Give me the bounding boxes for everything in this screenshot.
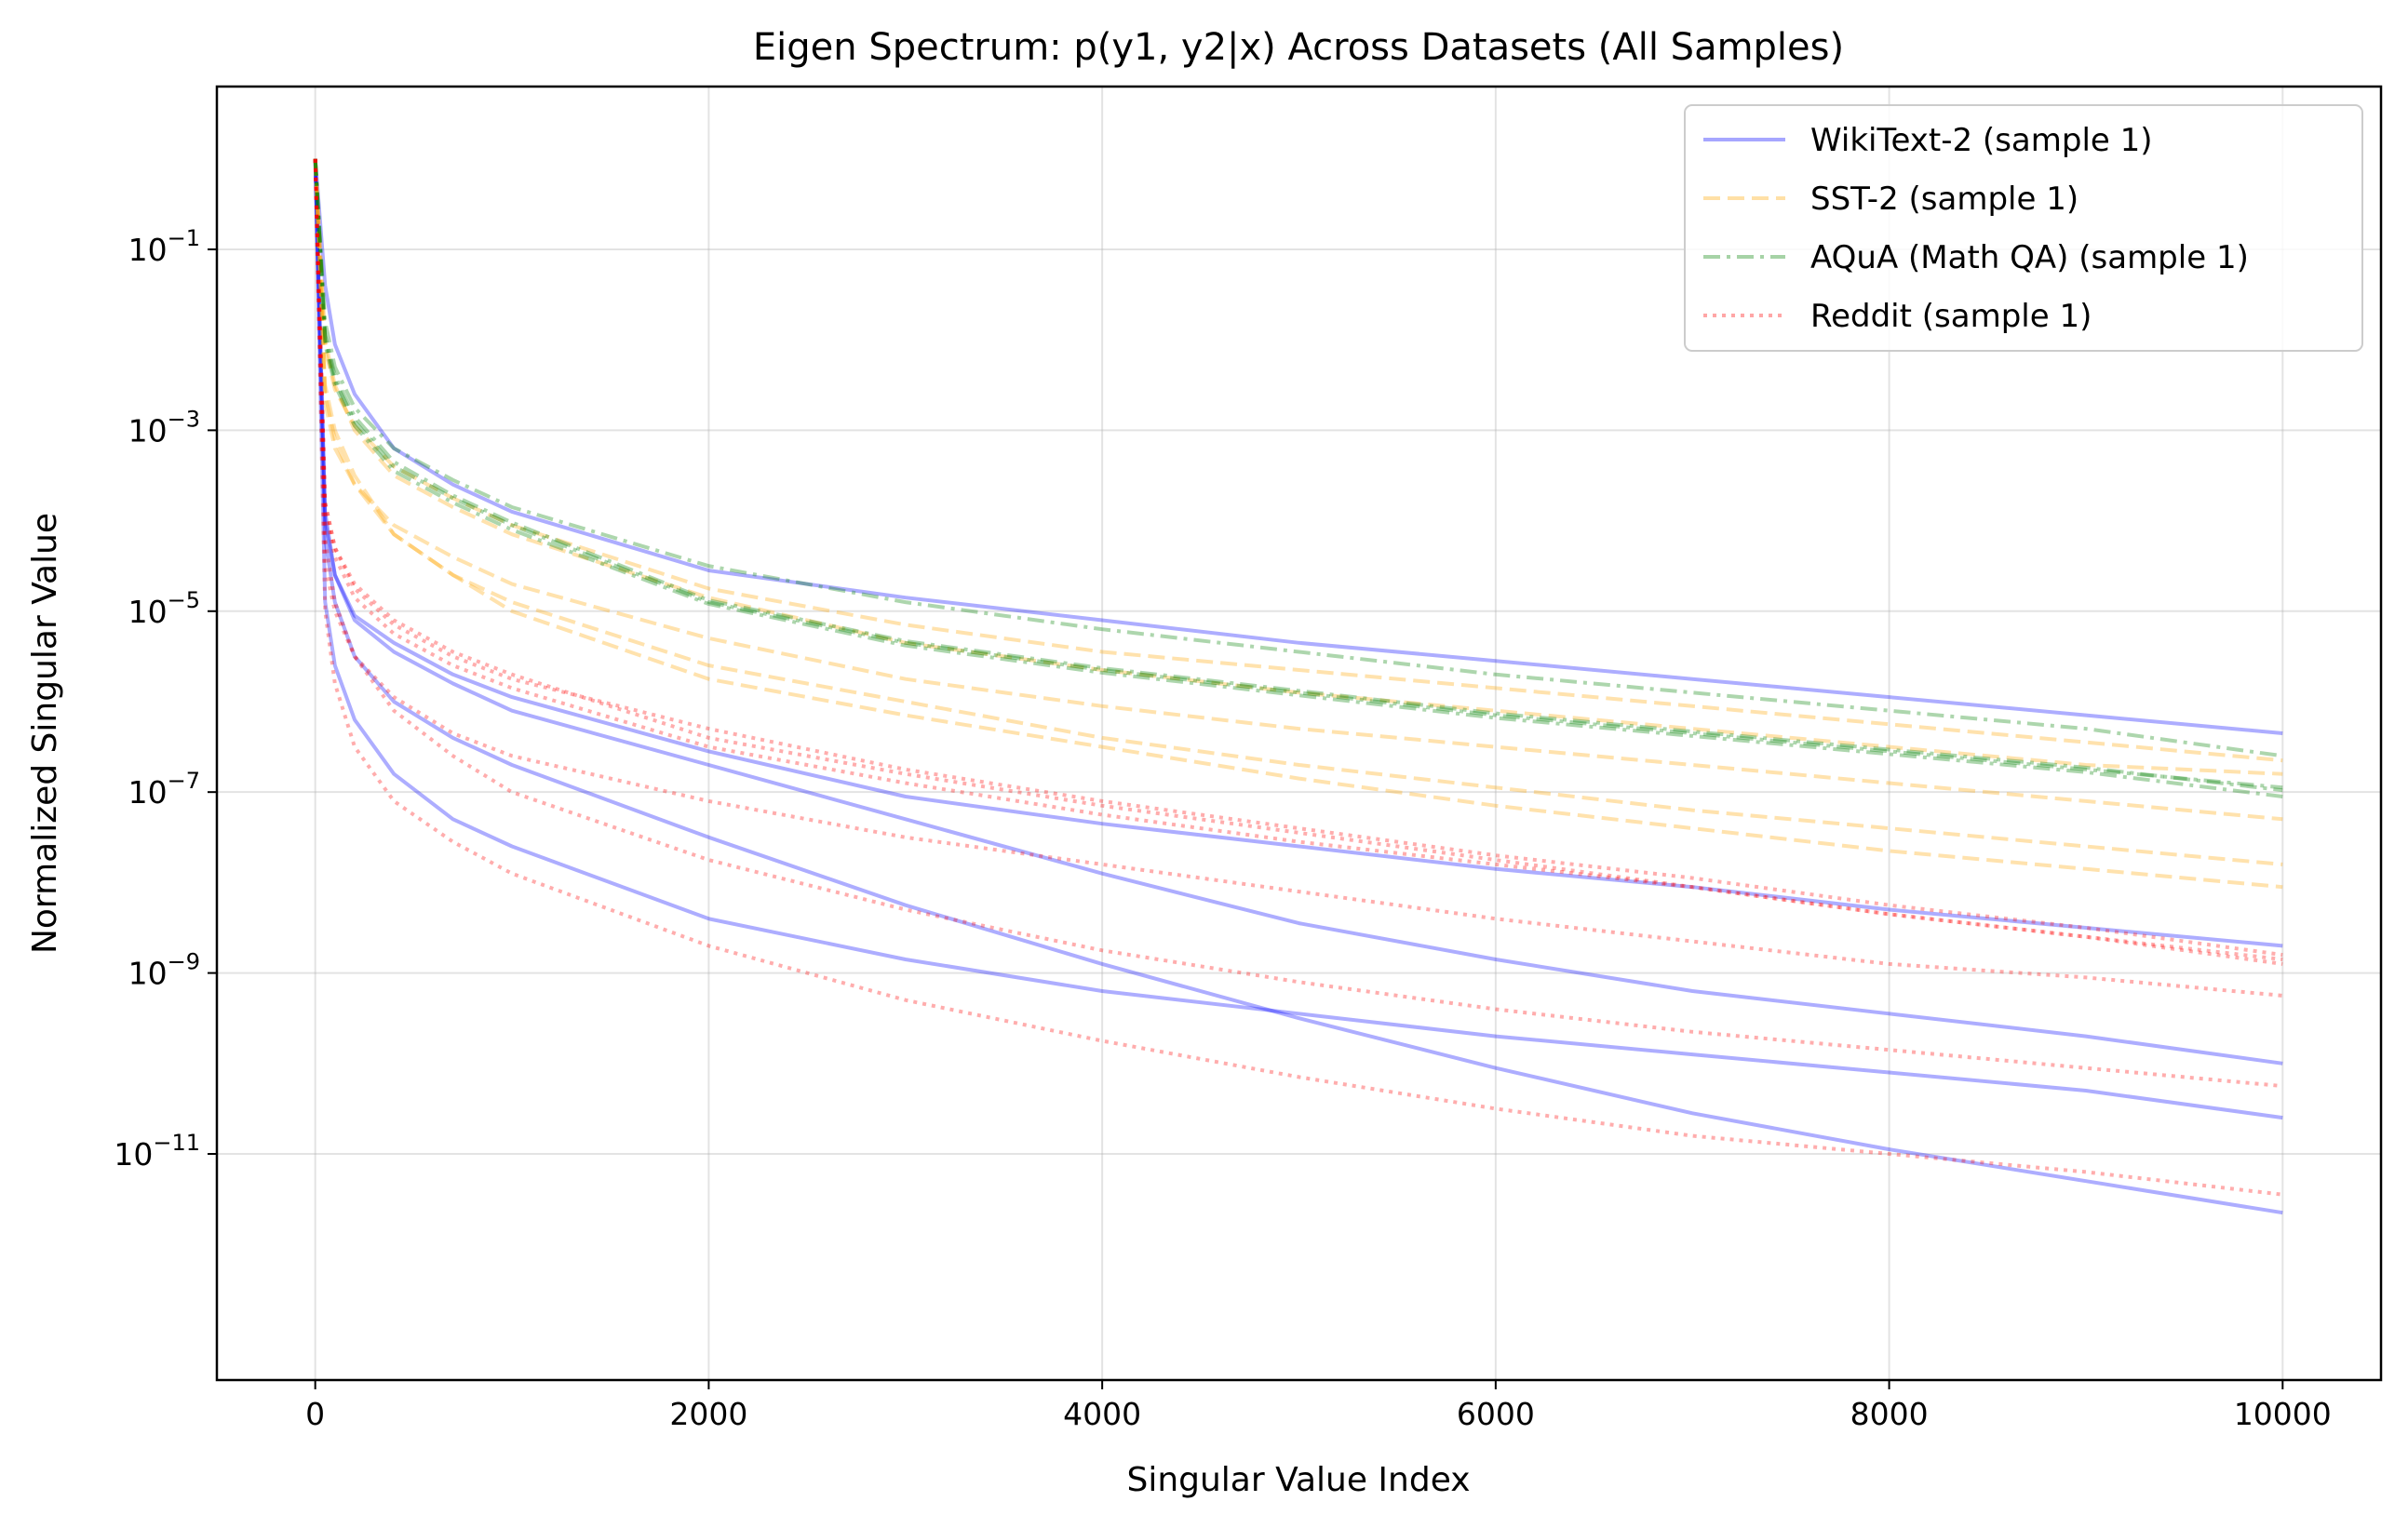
x-tick-label: 6000 — [1457, 1396, 1535, 1432]
plot-frame — [215, 85, 2383, 1382]
series-line-2-4 — [313, 158, 2283, 866]
x-axis-label: Singular Value Index — [1126, 1461, 1470, 1499]
series-line-4-3 — [313, 158, 2283, 998]
y-tick-label: 10−1 — [128, 225, 200, 268]
y-tick-label: 10−7 — [128, 768, 200, 811]
legend-label: AQuA (Math QA) (sample 1) — [1810, 239, 2249, 276]
series-line-1-2 — [313, 158, 2283, 948]
series-line-3-2 — [313, 158, 2283, 790]
y-tick-label: 10−11 — [114, 1130, 200, 1173]
series-line-3-1 — [313, 158, 2283, 758]
y-tick-label: 10−9 — [128, 949, 200, 992]
series-line-2-2 — [313, 158, 2283, 776]
y-axis-ticks: 10−1 10−3 10−5 10−7 10−9 10−11 — [114, 225, 217, 1173]
series-line-2-5 — [313, 158, 2283, 890]
series-lines — [313, 158, 2283, 1215]
series-line-4-2 — [313, 158, 2283, 961]
y-tick-label: 10−5 — [128, 587, 200, 630]
x-tick-label: 10000 — [2234, 1396, 2332, 1432]
series-line-2-1 — [313, 158, 2283, 763]
series-line-1-4 — [313, 158, 2283, 1120]
series-line-2-3 — [313, 158, 2283, 822]
chart-title: Eigen Spectrum: p(y1, y2|x) Across Datas… — [753, 26, 1844, 69]
series-line-1-1 — [313, 158, 2283, 735]
legend: WikiText-2 (sample 1) SST-2 (sample 1) AQu… — [1684, 104, 2363, 352]
series-line-4-4 — [313, 158, 2283, 966]
series-line-1-5 — [313, 158, 2283, 1215]
legend-label: WikiText-2 (sample 1) — [1810, 122, 2153, 159]
series-line-4-1 — [313, 158, 2283, 958]
legend-label: Reddit (sample 1) — [1810, 298, 2092, 335]
series-line-3-4 — [313, 158, 2283, 798]
x-tick-label: 4000 — [1063, 1396, 1141, 1432]
x-tick-label: 8000 — [1850, 1396, 1929, 1432]
x-tick-label: 0 — [305, 1396, 325, 1432]
series-line-1-3 — [313, 158, 2283, 1066]
legend-box — [1684, 104, 2363, 352]
legend-label: SST-2 (sample 1) — [1810, 181, 2078, 218]
x-axis-ticks: 0 2000 4000 6000 8000 10000 — [305, 1380, 2332, 1432]
x-tick-label: 2000 — [669, 1396, 747, 1432]
y-axis-label: Normalized Singular Value — [26, 513, 64, 954]
series-line-3-3 — [313, 158, 2283, 793]
y-tick-label: 10−3 — [128, 406, 200, 449]
series-line-4-6 — [313, 158, 2283, 1197]
